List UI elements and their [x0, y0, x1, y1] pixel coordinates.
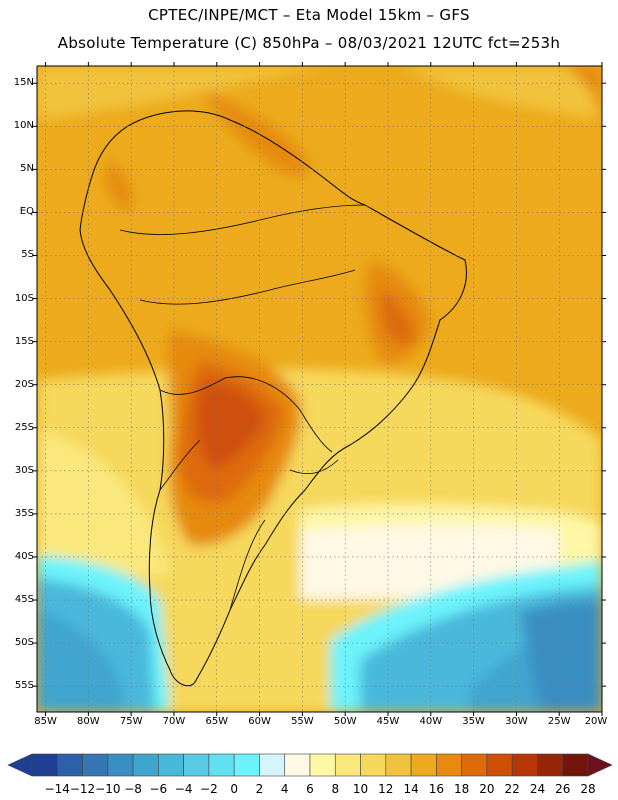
colorbar-label: 12	[378, 782, 394, 796]
colorbar-label: 8	[331, 782, 340, 796]
colorbar-swatch	[82, 753, 109, 777]
colorbar-swatch	[208, 753, 235, 777]
colorbar-label: 16	[428, 782, 444, 796]
colorbar-max-arrow	[587, 753, 613, 777]
colorbar-label: −10	[95, 782, 121, 796]
colorbar-swatch	[461, 753, 488, 777]
colorbar	[7, 753, 613, 777]
latitude-label: 10S	[14, 292, 34, 304]
longitude-label: 70W	[162, 716, 186, 727]
latitude-label: 30S	[14, 464, 34, 476]
latitude-label: 20S	[14, 378, 34, 390]
latitude-label: 25S	[14, 421, 34, 433]
longitude-label: 30W	[505, 716, 528, 727]
longitude-label: 75W	[119, 716, 143, 727]
colorbar-label: 10	[352, 782, 369, 796]
temperature-field	[37, 66, 602, 712]
colorbar-swatch	[360, 753, 387, 777]
colorbar-swatch	[158, 753, 184, 777]
longitude-label: 65W	[205, 716, 229, 727]
colorbar-label: 20	[479, 782, 495, 796]
longitude-label: 85W	[34, 716, 57, 727]
colorbar-swatch	[56, 753, 83, 777]
latitude-label: 50S	[14, 637, 34, 649]
colorbar-swatch	[31, 753, 58, 777]
latitude-label: 5N	[20, 163, 34, 175]
colorbar-swatch	[233, 753, 260, 777]
colorbar-label: 24	[529, 782, 546, 796]
latitude-label: 5S	[21, 249, 34, 261]
map-subtitle: Absolute Temperature (C) 850hPa – 08/03/…	[57, 34, 561, 52]
colorbar-label: −8	[124, 782, 142, 796]
colorbar-swatch	[107, 753, 134, 777]
longitude-label: 45W	[376, 716, 400, 727]
latitude-label: 45S	[14, 594, 34, 606]
colorbar-swatch	[284, 753, 311, 777]
colorbar-swatch	[410, 753, 437, 777]
longitude-label: 55W	[291, 716, 314, 727]
latitude-label: 10N	[13, 120, 34, 132]
colorbar-min-arrow	[7, 753, 33, 777]
colorbar-swatch	[436, 753, 462, 777]
colorbar-label: 0	[230, 782, 238, 796]
longitude-label: 35W	[462, 716, 485, 727]
colorbar-label: 18	[453, 782, 470, 796]
colorbar-label: −2	[200, 782, 218, 796]
colorbar-label: −6	[149, 782, 168, 796]
longitude-label: 40W	[419, 716, 443, 727]
colorbar-label: 4	[280, 782, 289, 796]
colorbar-swatch	[486, 753, 513, 777]
colorbar-swatch	[132, 753, 159, 777]
colorbar-label: 22	[504, 782, 520, 796]
longitude-label: 80W	[77, 716, 100, 727]
longitude-label: 20W	[584, 716, 608, 727]
colorbar-label: −14	[44, 782, 70, 796]
latitude-label: EQ	[19, 206, 34, 218]
colorbar-swatch	[259, 753, 286, 777]
colorbar-label: 2	[255, 782, 264, 796]
colorbar-label: −4	[174, 782, 193, 796]
map-title: CPTEC/INPE/MCT – Eta Model 15km – GFS	[148, 6, 470, 24]
latitude-label: 15N	[13, 77, 34, 89]
longitude-label: 50W	[333, 716, 357, 727]
temperature-map	[33, 62, 606, 716]
colorbar-label: 28	[580, 782, 596, 796]
colorbar-label: 14	[403, 782, 419, 796]
longitude-label: 25W	[547, 716, 571, 727]
latitude-label: 40S	[14, 550, 34, 562]
colorbar-swatch	[562, 753, 589, 777]
latitude-label: 15S	[14, 335, 34, 347]
colorbar-swatch	[183, 753, 210, 777]
colorbar-swatch	[309, 753, 336, 777]
colorbar-label: 26	[555, 782, 571, 796]
colorbar-label: −12	[69, 782, 96, 796]
longitude-label: 60W	[248, 716, 271, 727]
map-frame	[36, 65, 603, 713]
colorbar-swatch	[537, 753, 564, 777]
colorbar-swatch	[334, 753, 361, 777]
colorbar-swatch	[385, 753, 412, 777]
latitude-label: 35S	[14, 507, 34, 519]
colorbar-swatch	[511, 753, 538, 777]
axis-ticks	[33, 62, 606, 716]
latitude-label: 55S	[14, 680, 34, 692]
colorbar-label: 6	[306, 782, 314, 796]
